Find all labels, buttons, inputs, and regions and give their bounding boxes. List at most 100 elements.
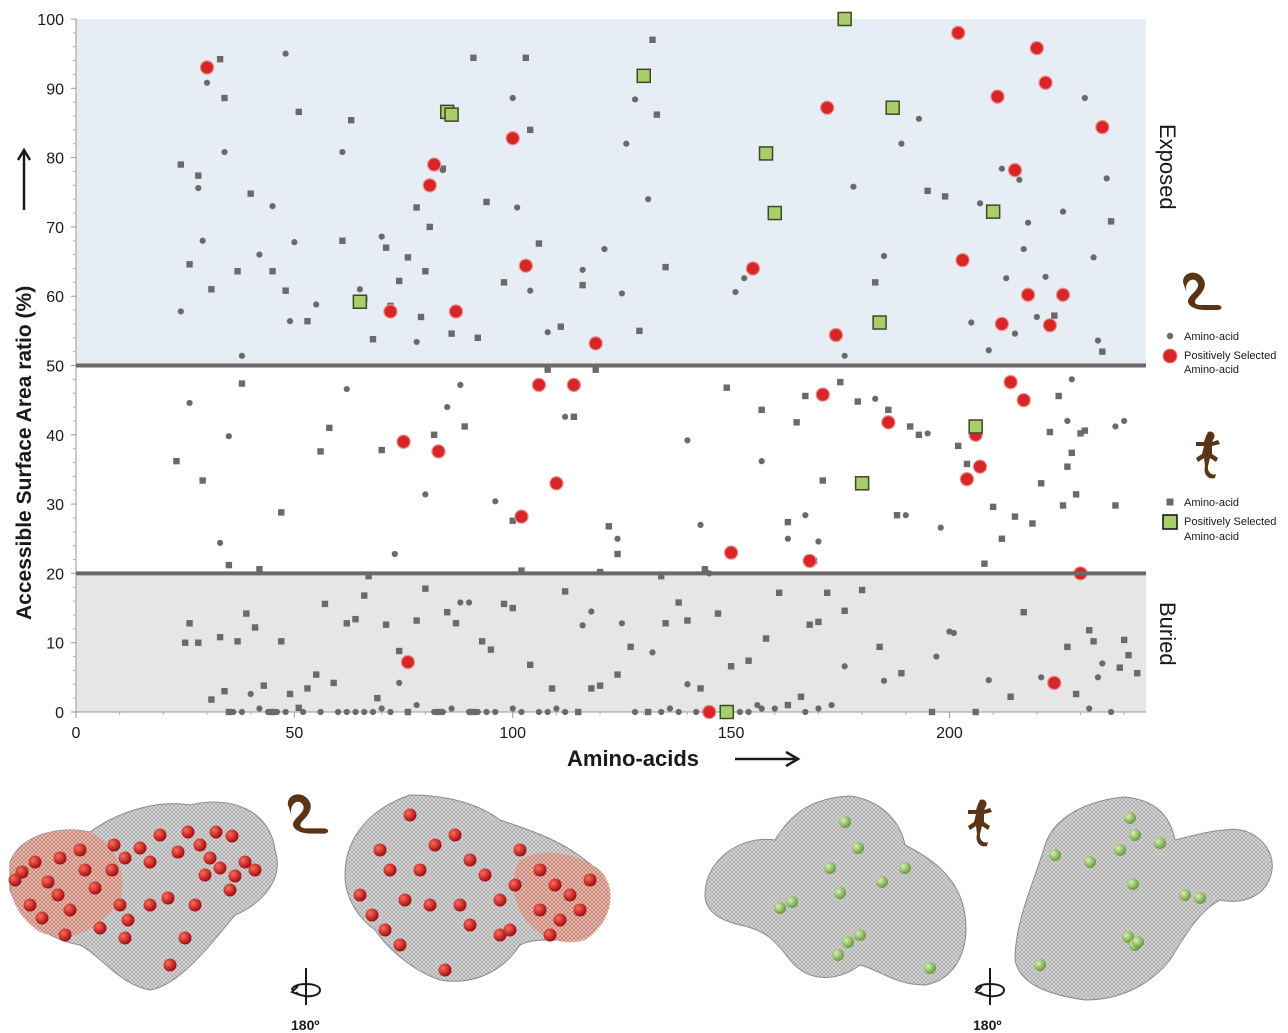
- snake-amino-acid-point: [339, 148, 346, 156]
- lizard-amino-acid-point: [317, 448, 324, 455]
- snake-amino-acid-point: [1011, 330, 1019, 337]
- snake-amino-acid-point: [422, 491, 429, 498]
- snake-amino-acid-point: [343, 708, 350, 716]
- legend-lizard-positive-label-2: Amino-acid: [1184, 531, 1239, 543]
- positive-snake-point: [426, 157, 442, 172]
- positive-snake-point: [702, 704, 717, 720]
- legend-lizard-positive-label-1: Positively Selected: [1184, 516, 1276, 528]
- selected-residue-sphere: [463, 853, 477, 867]
- lizard-amino-acid-point: [295, 108, 302, 116]
- selected-residue-sphere: [1122, 931, 1134, 943]
- selected-residue-sphere: [178, 931, 192, 945]
- positive-lizard-point: [872, 315, 887, 330]
- lizard-amino-acid-point: [426, 223, 433, 231]
- positive-snake-point: [383, 304, 398, 319]
- snake-amino-acid-point: [238, 708, 246, 716]
- lizard-amino-acid-point: [588, 685, 595, 692]
- selected-residue-sphere: [163, 958, 177, 972]
- lizard-amino-acid-point: [295, 704, 302, 712]
- selected-residue-sphere: [493, 928, 507, 942]
- snake-amino-acid-point: [1016, 176, 1023, 183]
- lizard-amino-acid-point: [697, 685, 704, 692]
- snake-amino-acid-point: [850, 183, 857, 190]
- lizard-amino-acid-point: [915, 431, 923, 438]
- snake-rotation-label: 180º: [291, 1017, 319, 1033]
- legend-lizard: Amino-acid Positively Selected Amino-aci…: [1162, 431, 1276, 543]
- legend-snake-amino-acid-label: Amino-acid: [1184, 331, 1239, 343]
- snake-amino-acid-point: [631, 96, 639, 103]
- lizard-amino-acid-point: [841, 607, 848, 615]
- selected-residue-sphere: [41, 875, 55, 889]
- selected-residue-sphere: [28, 855, 42, 869]
- lizard-amino-acid-point: [797, 693, 805, 700]
- lizard-amino-acid-point: [972, 708, 979, 716]
- lizard-amino-acid-point: [444, 609, 451, 616]
- lizard-amino-acid-point: [321, 600, 329, 608]
- lizard-amino-acid-point: [1064, 643, 1071, 651]
- selected-residue-sphere: [463, 918, 477, 932]
- lizard-amino-acid-point: [955, 442, 962, 450]
- lizard-amino-acid-point: [195, 639, 202, 646]
- positive-lizard-point: [885, 100, 900, 115]
- selected-residue-sphere: [193, 838, 207, 852]
- selected-residue-sphere: [573, 903, 587, 917]
- snake-amino-acid-point: [535, 708, 543, 716]
- buried-region: [76, 573, 1146, 712]
- snake-amino-acid-point: [697, 521, 704, 528]
- snake-amino-acid-point: [601, 245, 608, 253]
- positive-snake-point: [745, 261, 761, 276]
- selected-residue-sphere: [834, 887, 846, 899]
- legend-amino-acid-circle-marker: [1166, 332, 1174, 340]
- snake-amino-acid-point: [514, 204, 521, 211]
- lizard-amino-acid-point: [815, 618, 822, 626]
- selected-residue-sphere: [1129, 829, 1141, 841]
- snake-amino-acid-point: [579, 622, 586, 629]
- snake-amino-acid-point: [527, 287, 534, 294]
- lizard-amino-acid-point: [256, 566, 263, 573]
- lizard-amino-acid-point: [439, 165, 447, 172]
- selected-residue-sphere: [1124, 812, 1136, 824]
- positive-snake-point: [199, 60, 215, 75]
- legend-amino-acid-square-marker: [1166, 498, 1174, 506]
- snake-amino-acid-point: [562, 413, 569, 420]
- selected-residue-sphere: [118, 851, 132, 865]
- exposed-region: [76, 19, 1146, 365]
- lizard-amino-acid-point: [924, 187, 931, 195]
- positive-snake-point: [422, 178, 437, 193]
- snake-amino-acid-point: [1003, 275, 1010, 282]
- lizard-amino-acid-point: [723, 384, 730, 391]
- lizard-amino-acid-point: [592, 366, 599, 373]
- selected-residue-sphere: [508, 878, 522, 892]
- snake-amino-acid-point: [444, 403, 451, 411]
- lizard-amino-acid-point: [413, 617, 420, 624]
- positive-snake-point: [951, 25, 966, 41]
- snake-amino-acid-point: [736, 708, 743, 716]
- positive-snake-point: [1047, 675, 1062, 691]
- selected-residue-sphere: [1154, 837, 1166, 849]
- lizard-amino-acid-point: [343, 620, 350, 627]
- lizard-amino-acid-point: [1068, 449, 1075, 457]
- selected-residue-sphere: [1194, 892, 1206, 904]
- selected-residue-sphere: [181, 825, 195, 839]
- snake-amino-acid-point: [483, 708, 490, 716]
- lizard-amino-acid-point: [662, 263, 669, 271]
- snake-amino-acid-point: [291, 239, 298, 246]
- snake-amino-acid-point: [509, 94, 516, 102]
- snake-amino-acid-point: [1038, 674, 1045, 681]
- snake-amino-acid-point: [217, 539, 224, 547]
- y-tick-label: 80: [46, 151, 64, 168]
- snake-amino-acid-point: [1094, 674, 1102, 681]
- snake-amino-acid-point: [553, 705, 560, 712]
- selected-residue-sphere: [161, 891, 175, 905]
- snake-amino-acid-point: [933, 653, 940, 660]
- snake-amino-acid-point: [286, 318, 294, 325]
- snake-amino-acid-point: [256, 705, 263, 712]
- lizard-amino-acid-point: [941, 193, 949, 200]
- snake-amino-acid-point: [544, 708, 551, 716]
- lizard-amino-acid-point: [487, 646, 495, 653]
- lizard-amino-acid-point: [1125, 651, 1132, 659]
- lizard-amino-acid-point: [326, 424, 333, 432]
- snake-amino-acid-point: [614, 535, 621, 542]
- selected-residue-sphere: [153, 828, 167, 842]
- lizard-amino-acid-point: [1011, 513, 1019, 520]
